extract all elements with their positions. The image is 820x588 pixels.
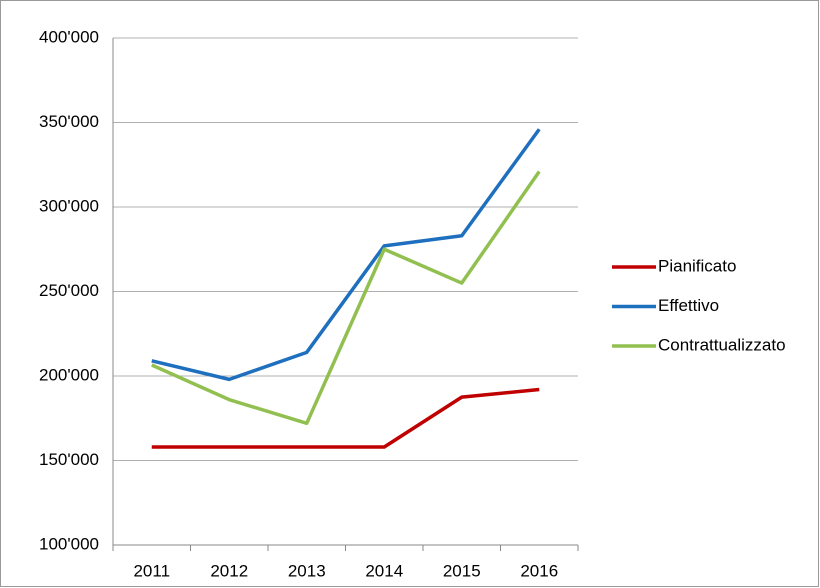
y-tick-label: 200'000	[39, 365, 99, 384]
y-tick-label: 300'000	[39, 196, 99, 215]
legend-label: Effettivo	[658, 296, 719, 315]
y-tick-label: 150'000	[39, 450, 99, 469]
series-line	[151, 128, 541, 382]
x-tick-label: 2013	[288, 561, 326, 580]
series-line	[151, 387, 540, 449]
x-tick-label: 2012	[210, 561, 248, 580]
y-tick-label: 400'000	[39, 27, 99, 46]
x-tick-label: 2014	[365, 561, 403, 580]
series-line	[151, 170, 541, 426]
legend-label: Pianificato	[658, 256, 736, 275]
y-tick-label: 100'000	[39, 534, 99, 553]
x-tick-label: 2015	[443, 561, 481, 580]
legend-label: Contrattualizzato	[658, 335, 786, 354]
y-tick-label: 250'000	[39, 281, 99, 300]
y-tick-label: 350'000	[39, 112, 99, 131]
x-tick-label: 2016	[520, 561, 558, 580]
x-tick-label: 2011	[133, 561, 170, 580]
